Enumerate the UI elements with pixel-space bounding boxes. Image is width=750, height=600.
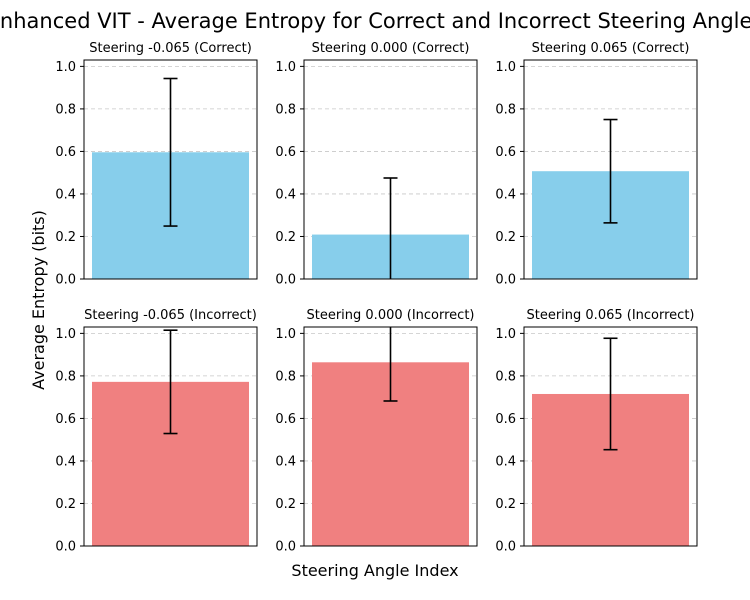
y-tick-label: 0.8: [275, 102, 296, 117]
y-tick-label: 0.8: [55, 102, 76, 117]
subplot-title: Steering -0.065 (Correct): [89, 41, 252, 56]
y-tick-label: 0.0: [495, 273, 516, 288]
subplot-6: Steering 0.065 (Incorrect) 0.0 0.2 0.4 0.6 0.…: [495, 308, 698, 555]
axes-frame: [83, 326, 258, 547]
axes-frame: [303, 59, 478, 280]
y-tick-label: 1.0: [275, 327, 296, 342]
axes-frame: [523, 326, 698, 547]
axes-frame: [303, 326, 478, 547]
y-tick-label: 0.2: [495, 230, 516, 245]
y-tick-label: 0.6: [275, 412, 296, 427]
y-tick-label: 0.2: [55, 230, 76, 245]
y-tick-label: 0.8: [275, 369, 296, 384]
y-tick-label: 0.0: [275, 273, 296, 288]
subplot-3: Steering 0.065 (Correct) 0.0 0.2 0.4 0.6 0.8 1…: [495, 41, 698, 288]
y-tick-label: 0.6: [55, 412, 76, 427]
y-tick-label: 0.2: [55, 497, 76, 512]
subplot-2: Steering 0.000 (Correct) 0.0 0.2 0.4 0.6 0.8 1…: [275, 41, 478, 288]
subplot-title: Steering 0.000 (Incorrect): [306, 308, 474, 323]
figure-xlabel: Steering Angle Index: [291, 561, 458, 580]
figure-ylabel: Average Entropy (bits): [29, 210, 48, 390]
axes-frame: [523, 59, 698, 280]
y-tick-label: 1.0: [275, 60, 296, 75]
y-tick-label: 0.8: [495, 102, 516, 117]
subplot-4: Steering -0.065 (Incorrect) 0.0 0.2 0.4 0.6 0…: [55, 308, 258, 555]
y-tick-label: 0.2: [275, 230, 296, 245]
y-tick-label: 1.0: [55, 327, 76, 342]
y-tick-label: 0.8: [495, 369, 516, 384]
subplot-title: Steering 0.065 (Incorrect): [526, 308, 694, 323]
y-tick-label: 0.0: [495, 540, 516, 555]
subplot-title: Steering 0.065 (Correct): [532, 41, 690, 56]
y-tick-label: 0.6: [275, 145, 296, 160]
y-tick-label: 0.6: [495, 145, 516, 160]
y-tick-label: 0.4: [55, 454, 76, 469]
figure-suptitle: Enhanced VIT - Average Entropy for Corre…: [0, 9, 750, 33]
y-tick-label: 0.8: [55, 369, 76, 384]
y-tick-label: 0.0: [55, 273, 76, 288]
y-tick-label: 0.6: [495, 412, 516, 427]
axes-frame: [83, 59, 258, 280]
y-tick-label: 1.0: [55, 60, 76, 75]
y-tick-label: 0.2: [275, 497, 296, 512]
y-tick-label: 0.4: [495, 454, 516, 469]
subplot-5: Steering 0.000 (Incorrect) 0.0 0.2 0.4 0.6 0.…: [275, 308, 478, 555]
y-tick-label: 1.0: [495, 60, 516, 75]
subplot-title: Steering 0.000 (Correct): [312, 41, 470, 56]
y-tick-label: 0.4: [275, 187, 296, 202]
y-tick-label: 0.0: [55, 540, 76, 555]
y-tick-label: 0.2: [495, 497, 516, 512]
subplot-1: Steering -0.065 (Correct) 0.0 0.2 0.4 0.6 0.8…: [55, 41, 258, 288]
subplot-title: Steering -0.065 (Incorrect): [84, 308, 257, 323]
subplot-grid: Steering -0.065 (Correct) 0.0 0.2 0.4 0.6 0.8…: [55, 41, 698, 555]
y-tick-label: 0.4: [495, 187, 516, 202]
y-tick-label: 1.0: [495, 327, 516, 342]
y-tick-label: 0.4: [275, 454, 296, 469]
y-tick-label: 0.6: [55, 145, 76, 160]
y-tick-label: 0.4: [55, 187, 76, 202]
y-tick-label: 0.0: [275, 540, 296, 555]
